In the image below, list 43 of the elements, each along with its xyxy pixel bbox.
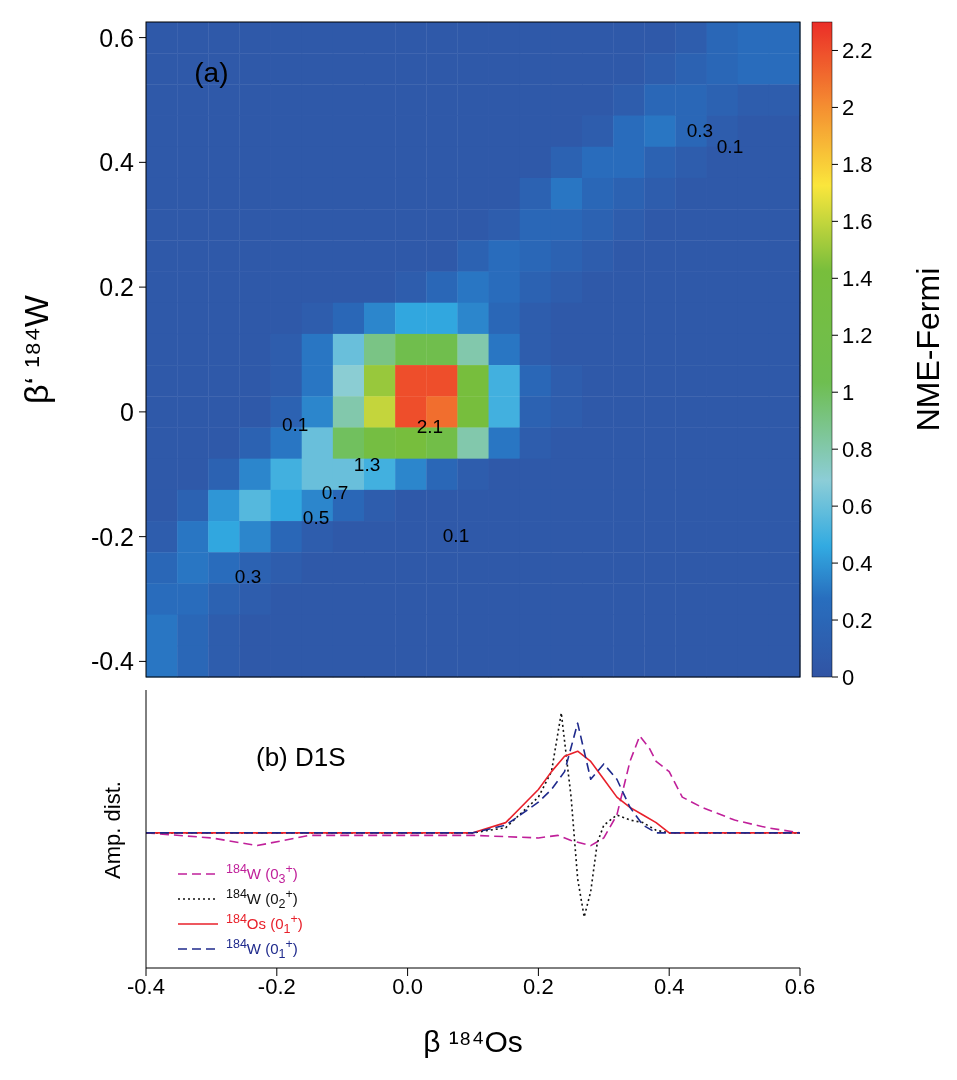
annotation: 2.1: [416, 415, 444, 437]
legend-label: $^{184}$Os (0$_{1}$$^{+}$): [226, 912, 303, 936]
y-tick-label: 0.4: [99, 148, 135, 177]
x-axis-title: β ¹⁸⁴Os: [423, 1025, 523, 1058]
annotation: 0.1: [442, 524, 470, 546]
y-tick-label: -0.4: [90, 647, 135, 676]
color-bar-label: 1.6: [842, 209, 873, 235]
annotation: (b) D1S: [256, 742, 346, 773]
color-bar-label: 1: [842, 380, 855, 406]
annotation: (a): [194, 56, 229, 88]
annotation: 0.5: [302, 507, 330, 529]
color-bar-label: 2: [842, 95, 855, 121]
color-bar-label: 0.8: [842, 437, 873, 463]
x-tick-label: 0.0: [392, 973, 423, 999]
legend-label: $^{184}$W (0$_{2}$$^{+}$): [226, 887, 298, 911]
y-tick-label: -0.2: [90, 522, 134, 551]
color-bar-label: 2.2: [842, 38, 873, 64]
annotation: 0.3: [686, 119, 714, 141]
color-bar-label: 0: [842, 665, 855, 690]
color-bar-label: 0.4: [842, 551, 873, 577]
y-tick-label: 0.6: [99, 23, 134, 52]
color-bar-title: NME-Fermi: [910, 267, 946, 432]
x-tick-label: -0.4: [127, 973, 165, 999]
legend-label: $^{184}$W (0$_{1}$$^{+}$): [226, 937, 298, 961]
x-tick-label: 0.4: [653, 973, 685, 999]
color-bar-label: 1.4: [842, 266, 873, 292]
y-axis-title: Amp. dist.: [100, 781, 125, 879]
color-bar-label: 0.2: [842, 608, 873, 634]
color-bar-label: 0.6: [842, 494, 873, 520]
annotation: 0.1: [716, 136, 744, 158]
legend-label: $^{184}$W (0$_{3}$$^{+}$): [226, 862, 298, 886]
color-bar-label: 1.2: [842, 323, 873, 349]
x-tick-label: 0.2: [523, 973, 554, 999]
color-bar-label: 1.8: [842, 152, 873, 178]
annotation: 0.7: [321, 481, 349, 503]
annotation: 0.3: [234, 566, 262, 588]
annotation: 1.3: [353, 454, 381, 476]
y-tick-label: 0: [120, 397, 134, 426]
y-axis-title: β‘ ¹⁸⁴W: [17, 295, 55, 404]
x-tick-label: 0.6: [784, 973, 816, 999]
annotation: 0.1: [281, 414, 309, 436]
x-tick-label: -0.2: [257, 973, 296, 999]
y-tick-label: 0.2: [99, 273, 134, 302]
